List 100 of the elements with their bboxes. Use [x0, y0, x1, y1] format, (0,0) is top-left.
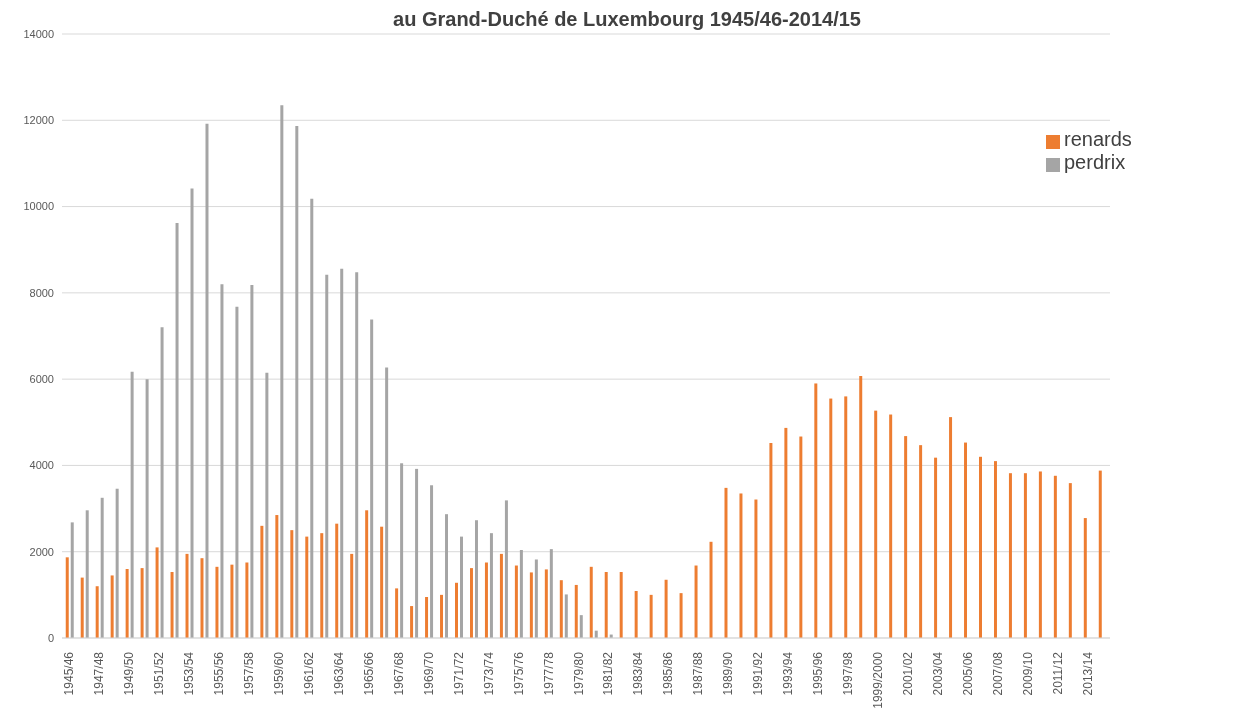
bar	[514, 565, 518, 638]
bar	[664, 579, 668, 638]
bar	[305, 536, 309, 638]
bar	[829, 398, 833, 638]
bar	[709, 541, 713, 638]
bar	[250, 285, 254, 638]
x-tick-label: 2009/10	[1020, 651, 1035, 696]
bar	[1098, 470, 1102, 638]
bar	[230, 564, 234, 638]
y-tick-label: 0	[47, 631, 54, 644]
bar	[519, 549, 523, 638]
bar	[335, 523, 339, 638]
x-tick-label: 1983/84	[631, 651, 646, 696]
bar	[993, 461, 997, 638]
x-tick-label: 1965/66	[361, 651, 376, 696]
bar	[649, 594, 653, 638]
chart-title: au Grand-Duché de Luxembourg 1945/46-2014/15	[393, 8, 861, 30]
bar	[784, 427, 788, 638]
bar	[245, 562, 249, 638]
bar	[814, 383, 818, 638]
bar	[160, 327, 164, 638]
bar	[904, 436, 908, 638]
bar	[619, 571, 623, 638]
bar	[460, 536, 463, 638]
x-tick-label: 1961/62	[302, 651, 317, 696]
x-tick-label: 1999/2000	[870, 651, 885, 709]
x-tick-label: 1967/68	[391, 651, 406, 696]
bar	[919, 445, 923, 638]
bar	[634, 590, 638, 638]
x-tick-label: 1947/48	[92, 651, 107, 696]
bar	[190, 188, 194, 638]
x-tick-label: 1957/58	[242, 651, 257, 696]
bar	[200, 558, 204, 638]
bar	[280, 105, 284, 638]
x-tick-label: 2007/08	[990, 651, 1005, 696]
x-tick-label: 2005/06	[960, 651, 975, 696]
x-tick-label: 1969/70	[421, 651, 436, 696]
bar	[155, 547, 159, 638]
y-tick-label: 6000	[29, 373, 54, 386]
bar	[275, 515, 279, 638]
x-tick-label: 1955/56	[212, 651, 227, 696]
y-tick-label: 12000	[23, 114, 54, 127]
bar	[544, 569, 548, 638]
bar	[979, 456, 982, 638]
bar	[1068, 483, 1072, 638]
bar	[415, 468, 419, 638]
x-tick-label: 1975/76	[511, 651, 526, 696]
bar	[365, 510, 369, 638]
bar	[1038, 471, 1042, 638]
bar	[724, 487, 728, 638]
x-tick-label: 1977/78	[541, 651, 556, 696]
bar	[1053, 475, 1057, 638]
bar	[380, 526, 384, 638]
bar	[350, 553, 354, 638]
bar	[355, 272, 359, 638]
bar	[474, 520, 478, 638]
bar	[220, 284, 224, 638]
bar	[145, 379, 149, 638]
bar	[385, 367, 389, 638]
bar	[604, 571, 608, 638]
bar	[85, 510, 89, 638]
x-tick-label: 2001/02	[900, 651, 915, 696]
bar	[65, 557, 69, 638]
x-tick-label: 1991/92	[751, 651, 766, 696]
x-tick-label: 1953/54	[182, 651, 197, 696]
bar	[110, 575, 114, 638]
bar	[265, 372, 269, 638]
bar	[564, 594, 568, 638]
bar	[949, 417, 953, 638]
y-tick-label: 8000	[29, 286, 54, 299]
bar	[579, 615, 583, 638]
bar	[215, 566, 219, 638]
y-tick-label: 14000	[23, 27, 54, 40]
bar	[400, 463, 404, 638]
bar	[235, 306, 239, 638]
bar	[1083, 518, 1087, 638]
x-tick-label: 2013/14	[1080, 651, 1095, 696]
x-tick-label: 1981/82	[601, 651, 616, 696]
bar	[504, 500, 508, 638]
y-tick-label: 2000	[29, 545, 54, 558]
bar	[370, 319, 374, 638]
bar	[574, 584, 578, 638]
bar	[455, 582, 458, 638]
bar	[395, 588, 399, 638]
bar	[425, 597, 429, 638]
bar	[295, 125, 299, 638]
bar	[440, 594, 444, 638]
y-tick-label: 4000	[29, 459, 54, 472]
bar	[499, 553, 503, 638]
legend-label: renards	[1064, 128, 1132, 150]
bar	[290, 530, 294, 638]
x-tick-label: 1985/86	[661, 651, 676, 696]
bar	[100, 497, 104, 638]
bar	[754, 499, 758, 638]
bar	[859, 376, 863, 638]
x-tick-label: 1993/94	[781, 651, 796, 696]
bar	[589, 566, 593, 638]
bar	[410, 606, 414, 638]
bar	[1008, 473, 1012, 638]
x-tick-label: 1951/52	[152, 651, 167, 696]
